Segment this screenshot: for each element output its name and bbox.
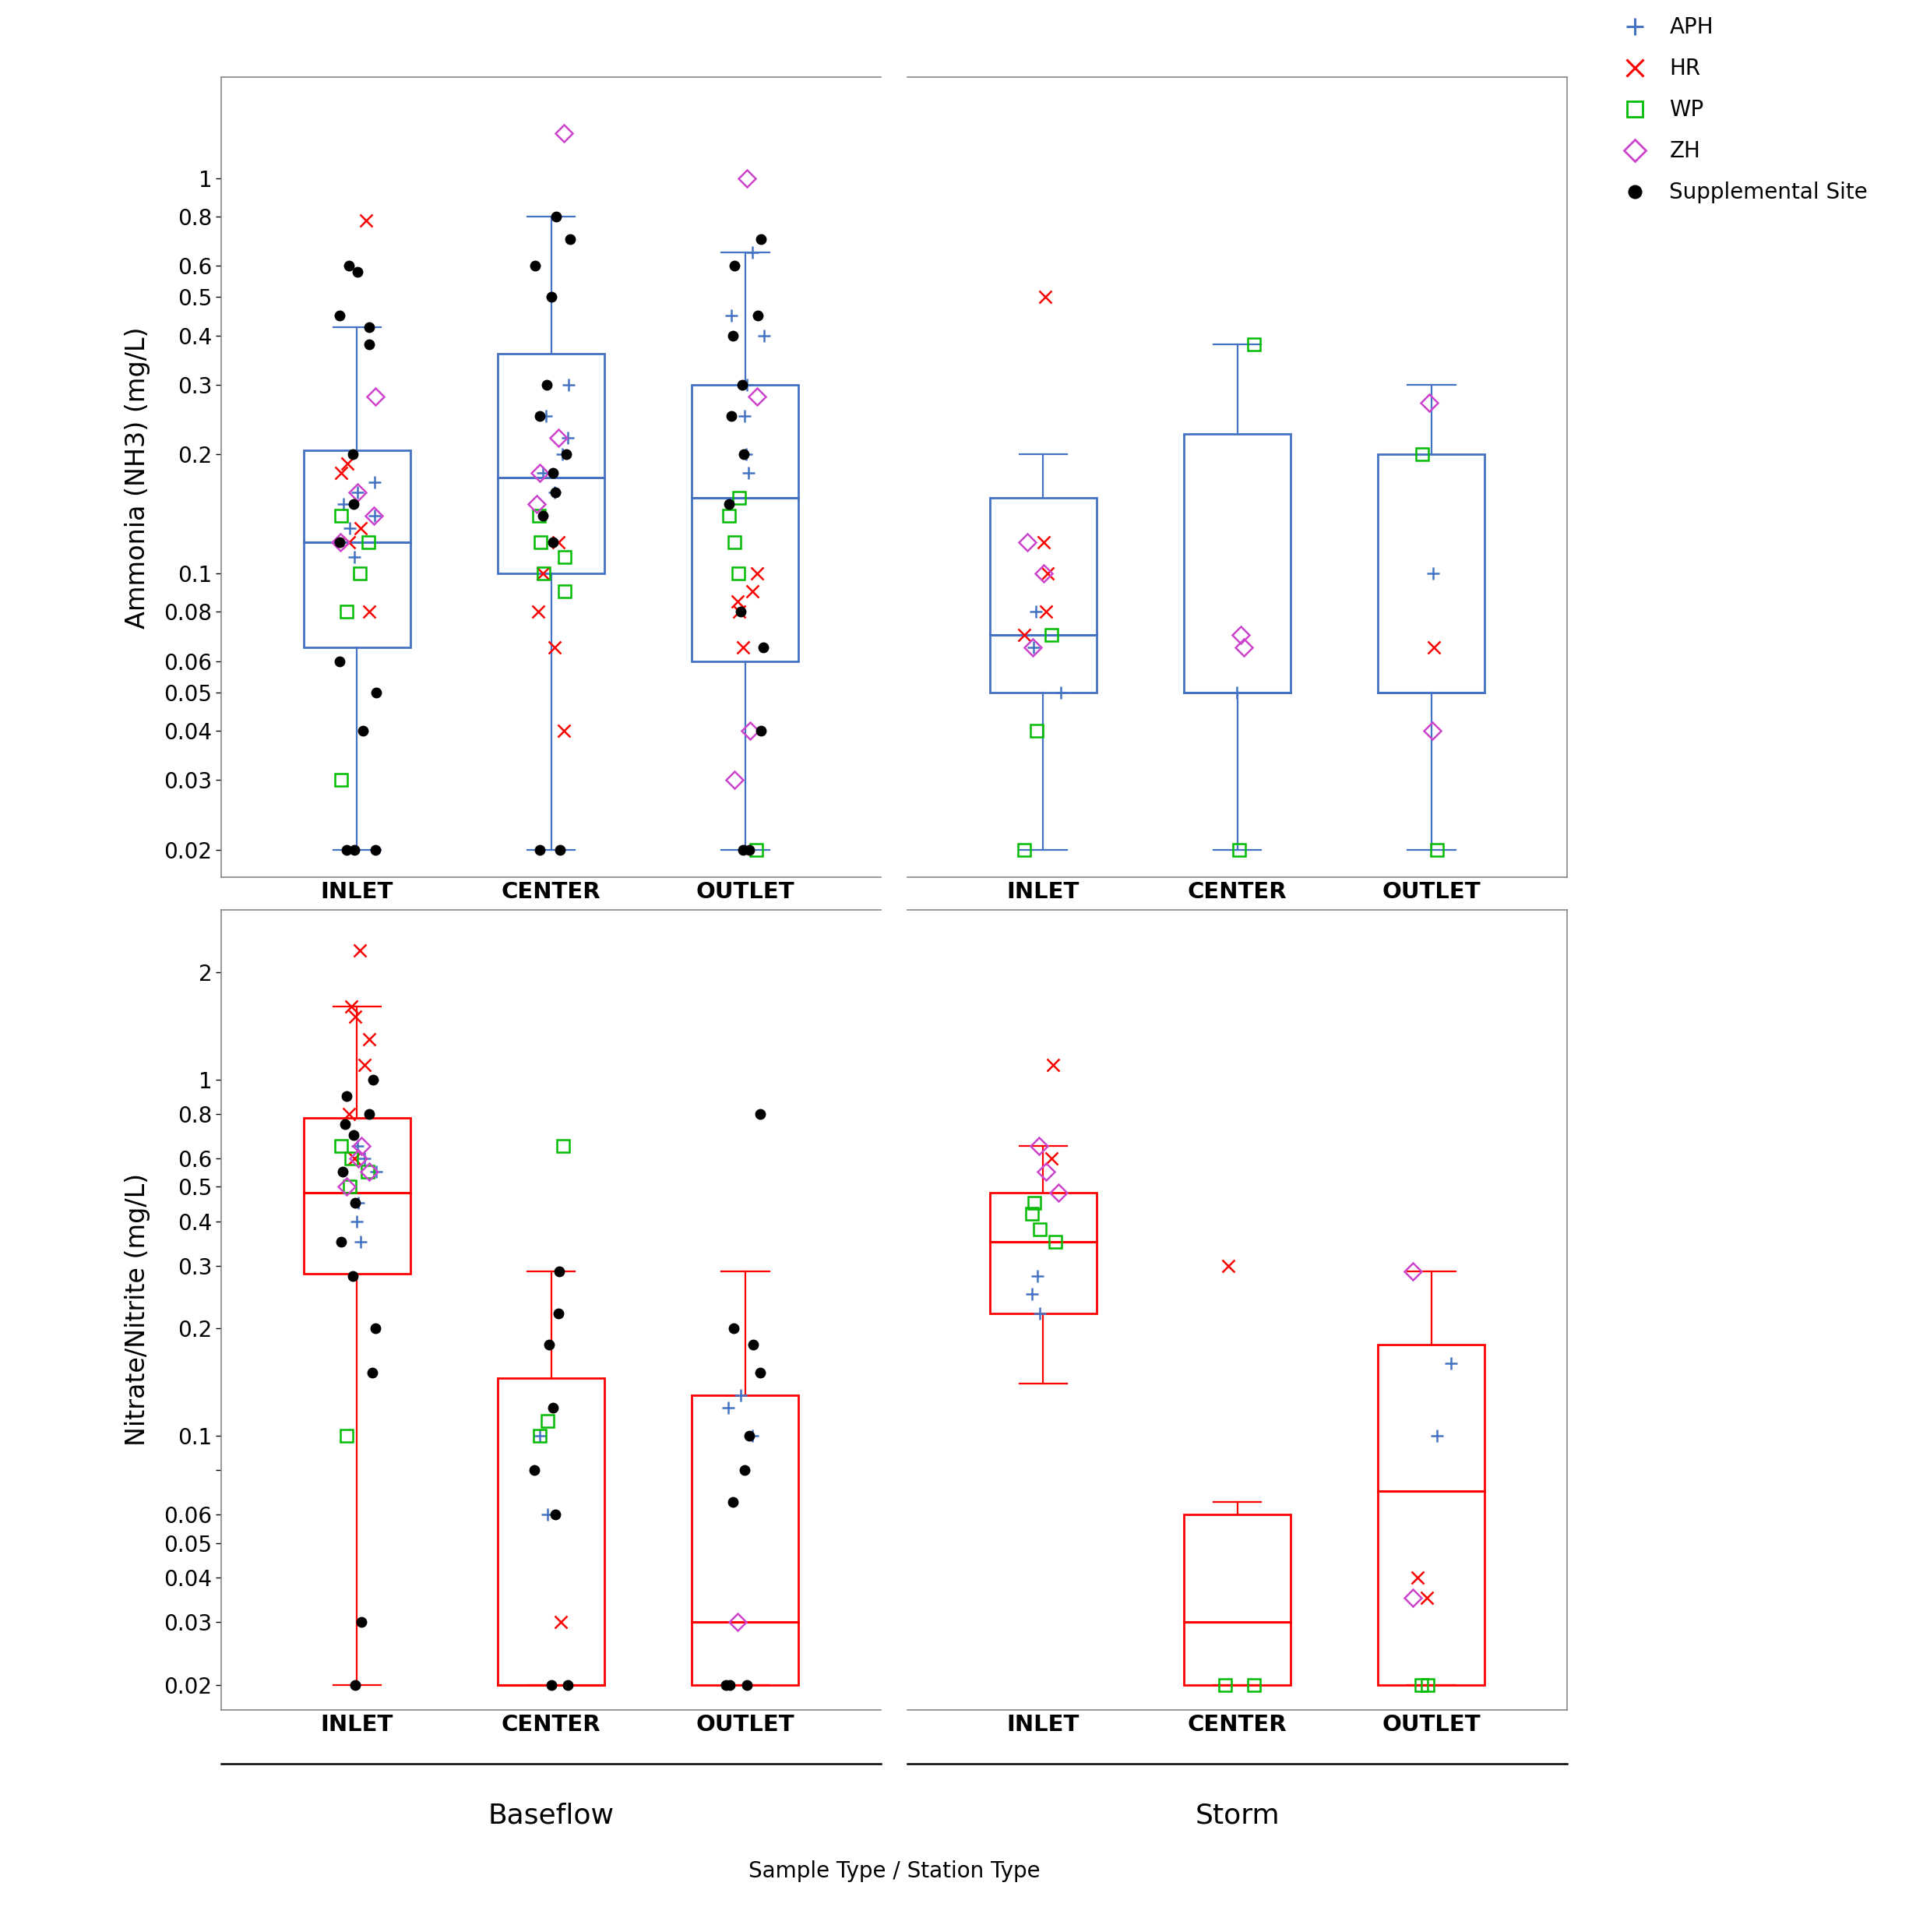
Text: Sample Type / Station Type: Sample Type / Station Type [748,1861,1040,1882]
Bar [692,384,798,661]
Bar [1379,1345,1485,1685]
Y-axis label: Nitrate/Nitrite (mg/L): Nitrate/Nitrite (mg/L) [125,1173,150,1445]
Bar [498,354,604,574]
Bar [1185,1515,1290,1685]
Bar [304,450,410,647]
Bar [1379,454,1485,692]
Bar [692,1395,798,1685]
Text: Storm: Storm [1194,1803,1279,1830]
Bar [990,498,1096,692]
Bar [304,1119,410,1273]
Bar [498,1378,604,1685]
Text: Baseflow: Baseflow [488,1803,613,1830]
Bar [990,1194,1096,1314]
Y-axis label: Ammonia (NH3) (mg/L): Ammonia (NH3) (mg/L) [125,327,150,628]
Legend: APH, HR, WP, ZH, Supplemental Site: APH, HR, WP, ZH, Supplemental Site [1604,8,1877,213]
Bar [1185,435,1290,692]
